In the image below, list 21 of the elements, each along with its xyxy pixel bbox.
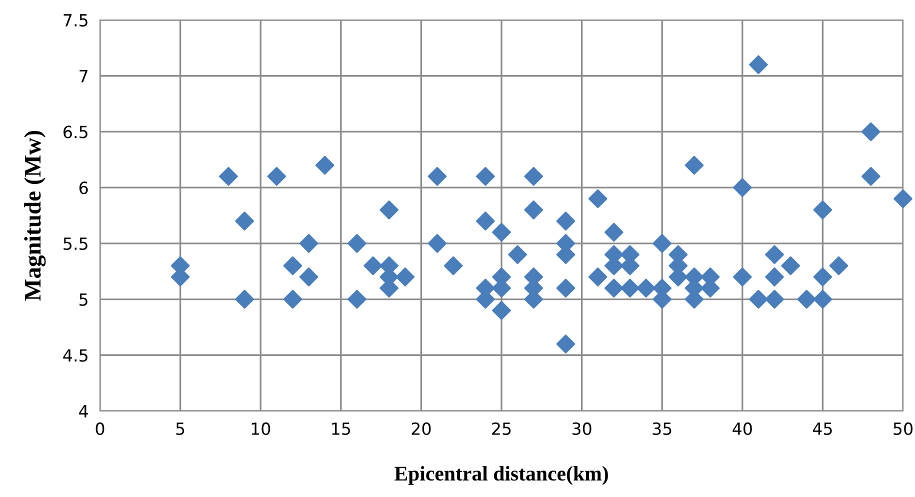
y-tick-label: 5 — [80, 293, 88, 306]
x-tick-label: 0 — [96, 422, 104, 436]
y-tick-label: 5.5 — [64, 238, 88, 250]
y-tick-label: 6 — [79, 182, 88, 194]
x-tick-label: 20 — [412, 422, 431, 436]
y-tick-label: 7.5 — [64, 14, 88, 27]
y-tick-label: 4 — [79, 405, 88, 418]
y-tick-label: 4.5 — [63, 349, 88, 362]
x-tick-label: 25 — [492, 422, 511, 436]
x-tick-label: 10 — [252, 422, 270, 436]
x-axis-title: Epicentral distance(km) — [394, 466, 608, 485]
x-tick-label: 5 — [176, 422, 184, 436]
x-tick-label: 45 — [812, 422, 832, 436]
x-tick-label: 35 — [652, 422, 672, 436]
x-tick-label: 50 — [894, 422, 912, 436]
x-tick-label: 40 — [732, 422, 752, 436]
x-tick-label: 15 — [332, 422, 350, 436]
y-tick-label: 6.5 — [64, 126, 88, 138]
y-tick-label: 7 — [80, 70, 88, 82]
y-axis-title: Magnitude (Mw) — [24, 130, 46, 301]
x-tick-label: 30 — [572, 422, 592, 436]
